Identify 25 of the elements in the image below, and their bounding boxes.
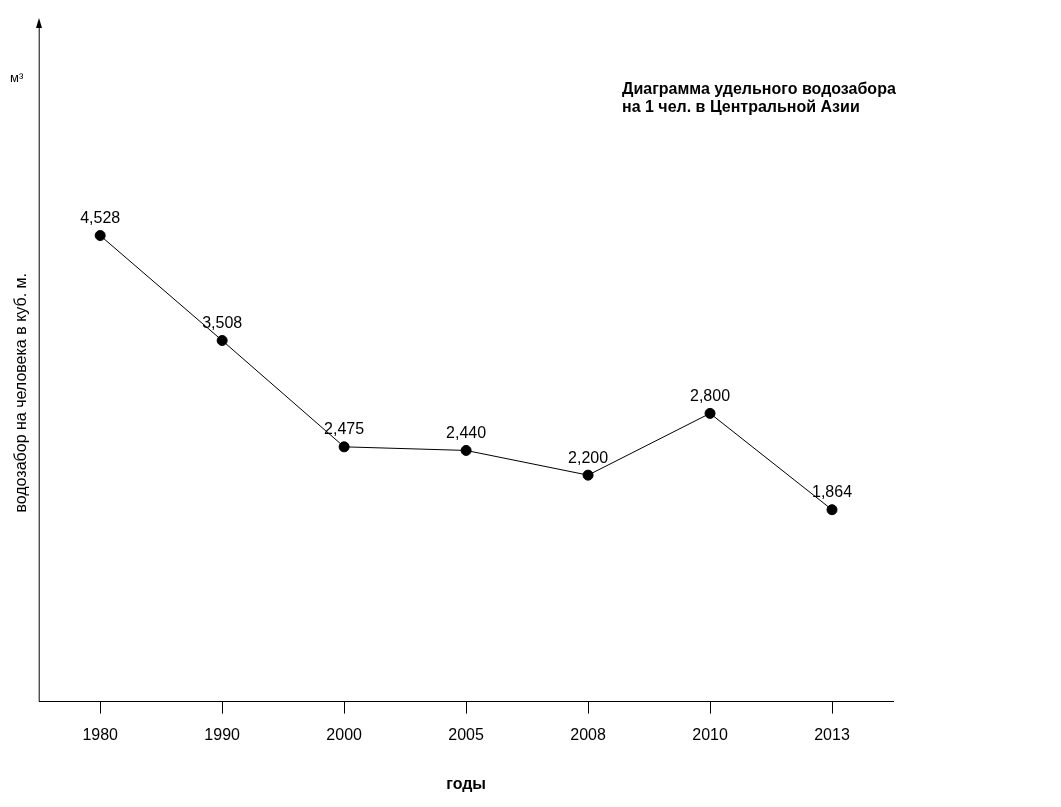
data-label: 3,508: [202, 313, 243, 331]
point: [826, 504, 838, 516]
data-label: 2,800: [690, 386, 731, 404]
point: [94, 230, 106, 242]
chart-title: Диаграмма удельного водозабора на 1 чел. в Центральной Азии: [622, 80, 896, 116]
point: [704, 407, 716, 419]
x-tick-label: 2013: [814, 725, 850, 743]
x-tick-label: 1990: [204, 725, 241, 743]
data-label: 4,528: [80, 208, 121, 226]
data-label: 2,475: [324, 420, 365, 438]
x-axis-title: годы: [446, 774, 487, 792]
text: м³: [10, 70, 24, 85]
point: [216, 335, 228, 347]
y-axis-title: водозабор на человека в куб. м.: [12, 273, 30, 513]
x-tick-label: 2000: [326, 725, 363, 743]
x-tick-label: 1980: [82, 725, 119, 743]
point: [582, 469, 594, 481]
data-label: 2,440: [446, 423, 487, 441]
x-tick-label: 2005: [448, 725, 484, 743]
point: [460, 444, 472, 456]
x-tick-label: 2008: [570, 725, 606, 743]
data-label: 2,200: [568, 448, 609, 466]
point: [338, 441, 350, 453]
x-tick-label: 2010: [692, 725, 728, 743]
data-label: 1,864: [811, 483, 853, 501]
